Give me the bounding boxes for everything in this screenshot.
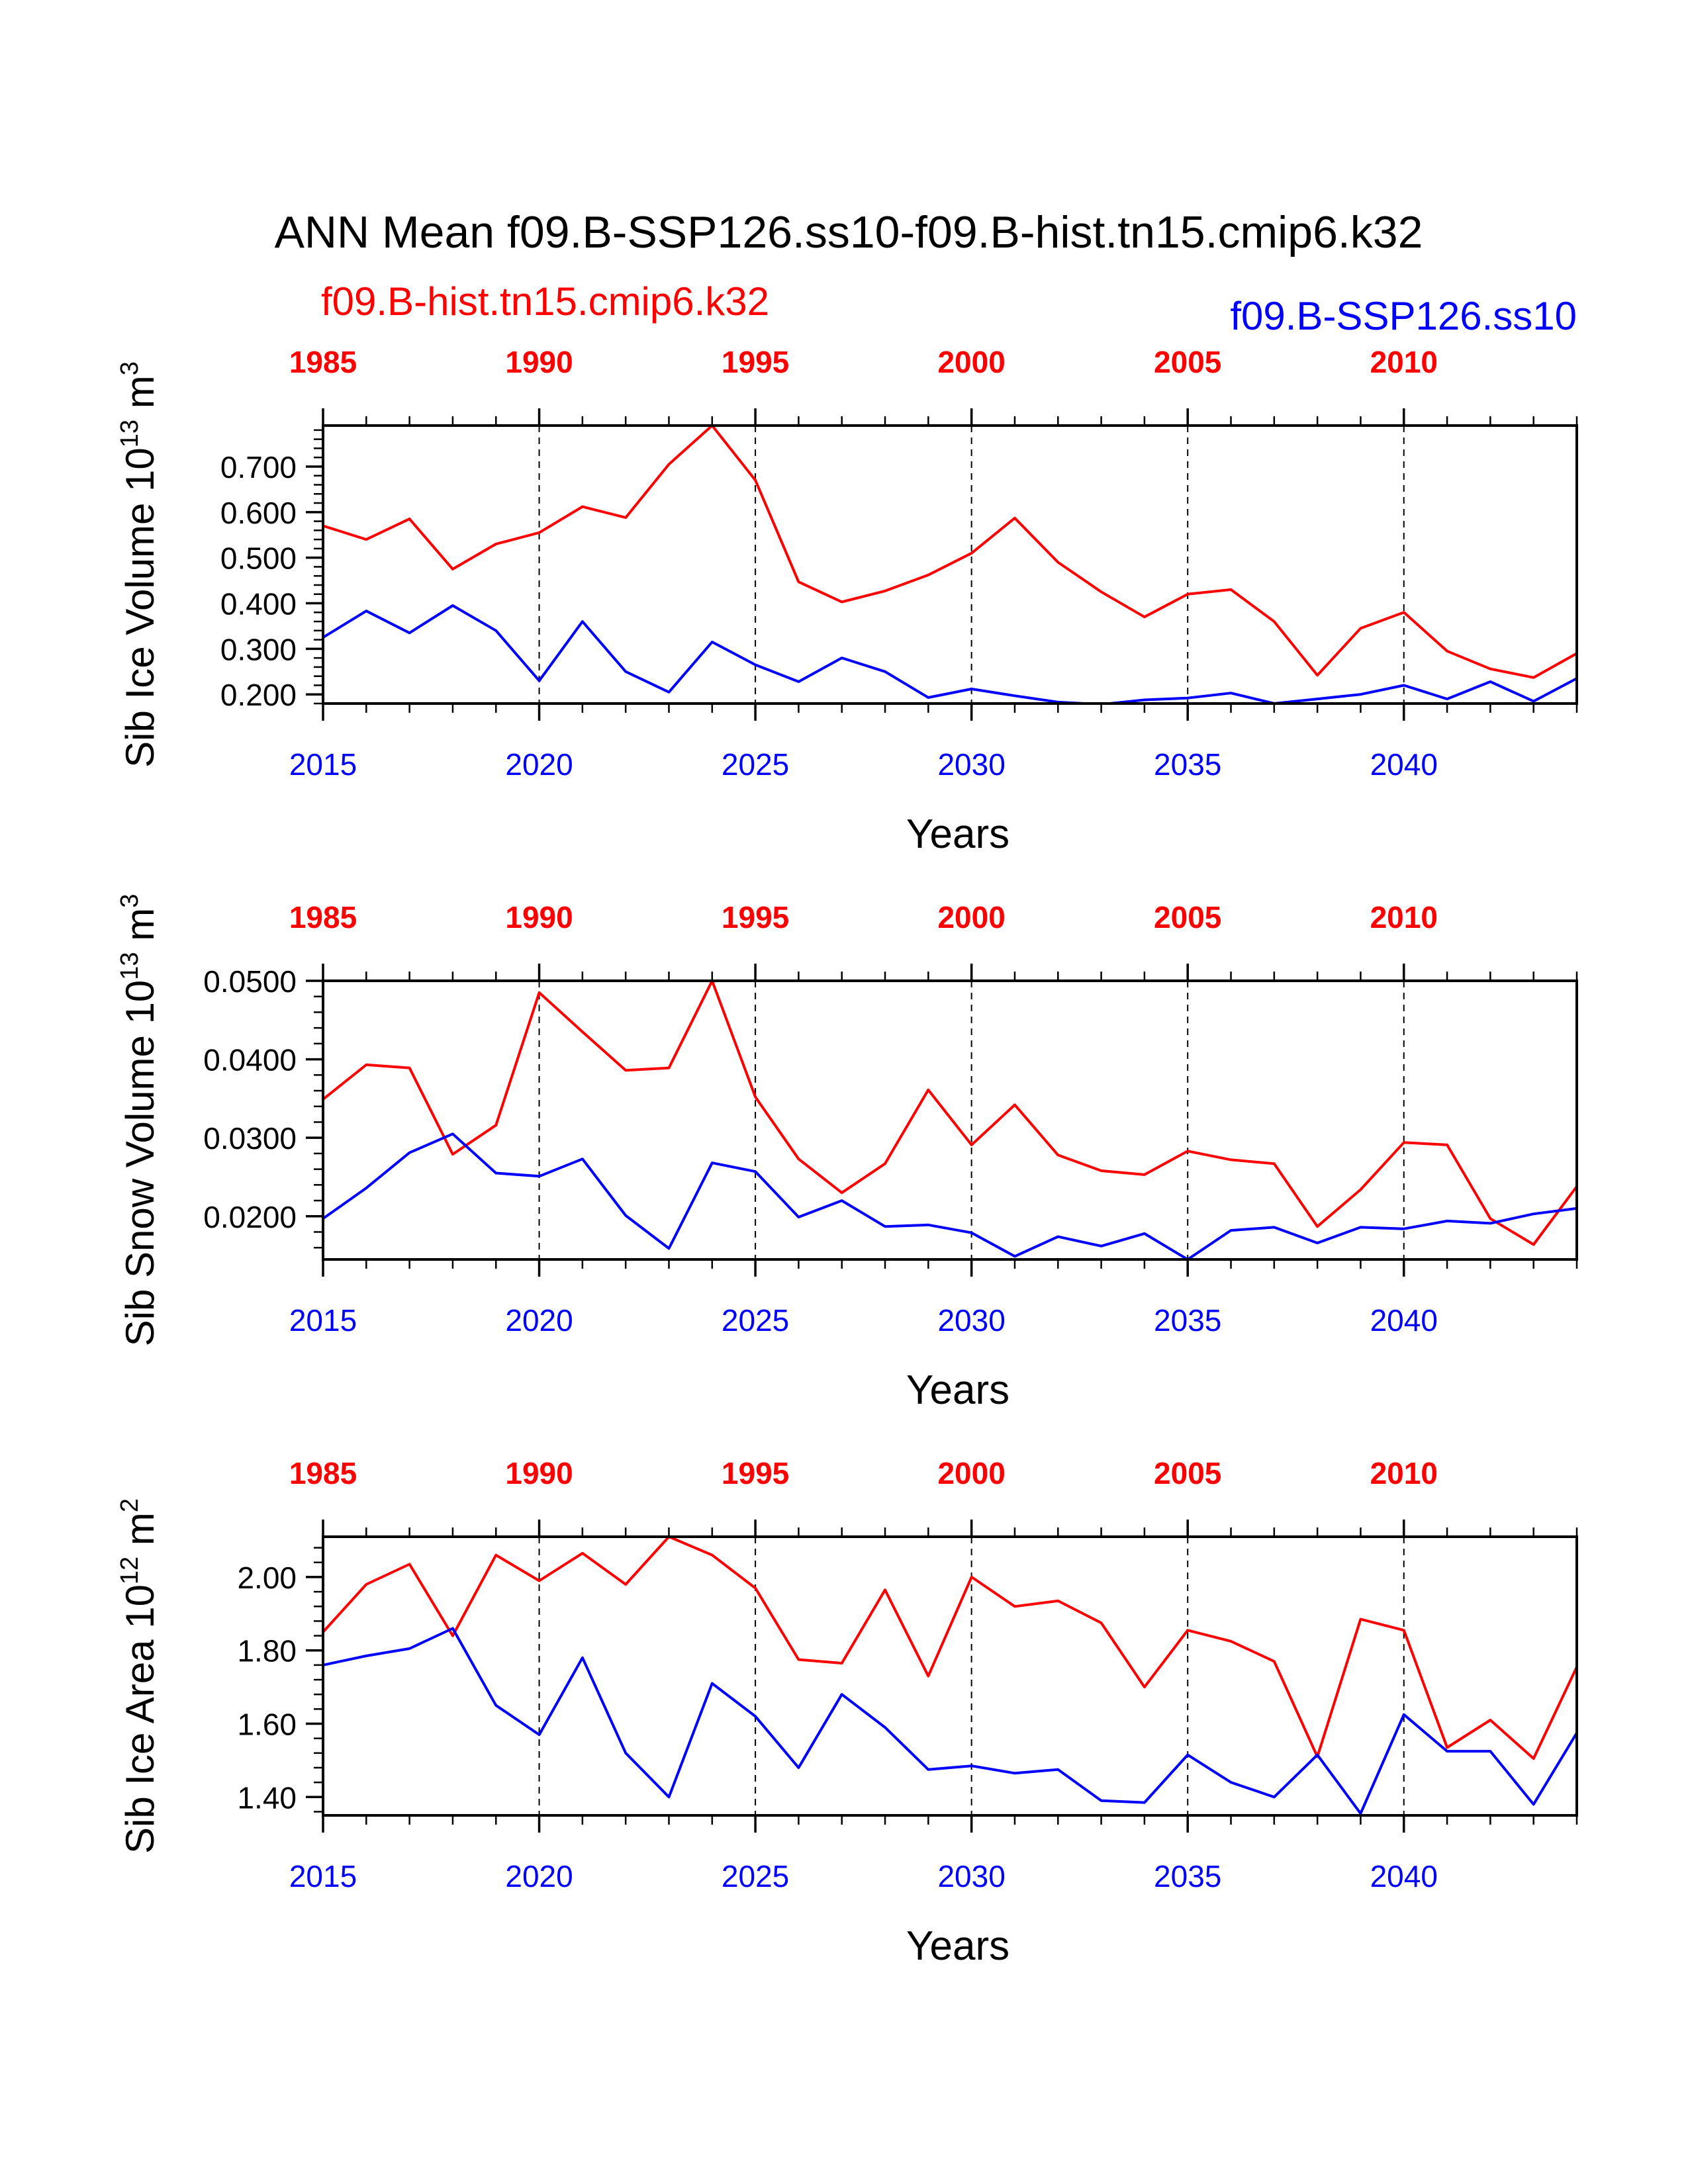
figure-title: ANN Mean f09.B-SSP126.ss10-f09.B-hist.tn… [275,207,1423,257]
chart-panel-3: 1.40 1.60 1.80 2.00 2015 1985 2020 1990 2025 1995… [116,1456,1578,1969]
y-tick-label: 1.40 [237,1780,297,1815]
x-tick-label-bottom: 2015 [289,1303,357,1338]
series-line-hist [323,426,1577,679]
chart-panel-2: 0.0200 0.0300 0.0400 0.0500 2015 1985 2020 1990… [116,894,1578,1413]
x-tick-label-bottom: 2030 [937,747,1005,782]
x-tick-label-top: 1985 [289,345,357,379]
y-axis-label-text: Sib Ice Area 10 [118,1584,162,1854]
series-line-ssp [323,604,1577,704]
y-tick-label: 0.500 [220,541,297,576]
y-axis-label-exponent: 13 [116,420,144,447]
x-tick-label-top: 2000 [937,900,1005,934]
plot-frame [322,979,1578,1261]
x-tick-label-top: 2005 [1154,900,1221,934]
x-tick-label-bottom: 2015 [289,1859,357,1893]
plot-frame [322,424,1578,705]
y-tick-label: 2.00 [237,1561,297,1595]
y-axis-label-text: Sib Snow Volume 10 [118,980,162,1347]
chart-panel-1: 0.200 0.300 0.400 0.500 0.600 0.700 2015 1985 20… [116,345,1578,857]
chart-panels: 0.2000.3000.4000.5000.6000.7002015198520… [116,345,1578,1969]
x-tick-label-bottom: 2040 [1370,747,1438,782]
y-axis-label: Sib Ice Area 1012 m2 [116,1498,162,1854]
x-tick-label-bottom: 2015 [289,747,357,782]
x-tick-label-bottom: 2035 [1154,1303,1221,1338]
x-tick-label-top: 1995 [722,1456,789,1490]
x-tick-label-bottom: 2020 [505,1303,573,1338]
x-tick-label-top: 2000 [937,345,1005,379]
y-axis-label-unit: m [118,375,162,420]
y-tick-label: 0.300 [220,632,297,666]
x-tick-label-bottom: 2035 [1154,747,1221,782]
legend-hist-label: f09.B-hist.tn15.cmip6.k32 [321,279,769,324]
y-tick-label: 1.60 [237,1707,297,1742]
y-tick-label: 0.0400 [203,1043,297,1077]
x-tick-label-top: 1995 [722,900,789,934]
y-axis-label-exponent: 13 [116,952,144,979]
y-axis-label-text: Sib Ice Volume 10 [118,447,162,768]
plot-frame [322,1535,1578,1817]
y-tick-label: 0.200 [220,678,297,712]
x-axis-label: Years [906,1923,1009,1969]
x-tick-label-top: 2005 [1154,345,1221,379]
x-tick-label-top: 2010 [1370,345,1438,379]
x-tick-label-top: 1990 [505,345,573,379]
legend-ssp-label: f09.B-SSP126.ss10 [1230,294,1577,338]
y-axis-label-unit: m [118,1512,162,1557]
y-tick-label: 1.80 [237,1634,297,1668]
x-axis-label: Years [906,1367,1009,1413]
y-tick-label: 0.0300 [203,1121,297,1156]
x-tick-label-top: 1985 [289,900,357,934]
x-tick-label-bottom: 2030 [937,1859,1005,1893]
x-tick-label-top: 1995 [722,345,789,379]
x-tick-label-top: 2010 [1370,900,1438,934]
y-axis-label-unit-exponent: 2 [116,1498,144,1512]
y-tick-label: 0.0200 [203,1200,297,1234]
series-line-ssp [323,1132,1577,1259]
y-tick-label: 0.0500 [203,964,297,999]
x-tick-label-bottom: 2025 [722,1859,789,1893]
y-tick-label: 0.400 [220,587,297,621]
y-axis-label-unit-exponent: 3 [116,894,144,908]
x-tick-label-bottom: 2040 [1370,1303,1438,1338]
x-tick-label-bottom: 2020 [505,747,573,782]
x-tick-label-top: 2005 [1154,1456,1221,1490]
x-tick-label-top: 2010 [1370,1456,1438,1490]
x-tick-label-top: 1990 [505,1456,573,1490]
y-axis-label: Sib Snow Volume 1013 m3 [116,894,162,1347]
x-tick-label-bottom: 2040 [1370,1859,1438,1893]
series-line-ssp [323,1627,1577,1815]
y-axis-label: Sib Ice Volume 1013 m3 [116,361,162,768]
x-tick-label-bottom: 2035 [1154,1859,1221,1893]
x-tick-label-bottom: 2030 [937,1303,1005,1338]
y-tick-label: 0.700 [220,450,297,484]
series-line-hist [323,1537,1577,1760]
y-axis-label-unit: m [118,908,162,952]
x-tick-label-top: 2000 [937,1456,1005,1490]
x-tick-label-bottom: 2025 [722,747,789,782]
series-line-hist [323,981,1577,1246]
x-tick-label-bottom: 2025 [722,1303,789,1338]
y-tick-label: 0.600 [220,496,297,530]
x-tick-label-top: 1990 [505,900,573,934]
y-axis-label-unit-exponent: 3 [116,361,144,375]
x-tick-label-top: 1985 [289,1456,357,1490]
x-axis-label: Years [906,811,1009,857]
x-tick-label-bottom: 2020 [505,1859,573,1893]
y-axis-label-exponent: 12 [116,1557,144,1584]
